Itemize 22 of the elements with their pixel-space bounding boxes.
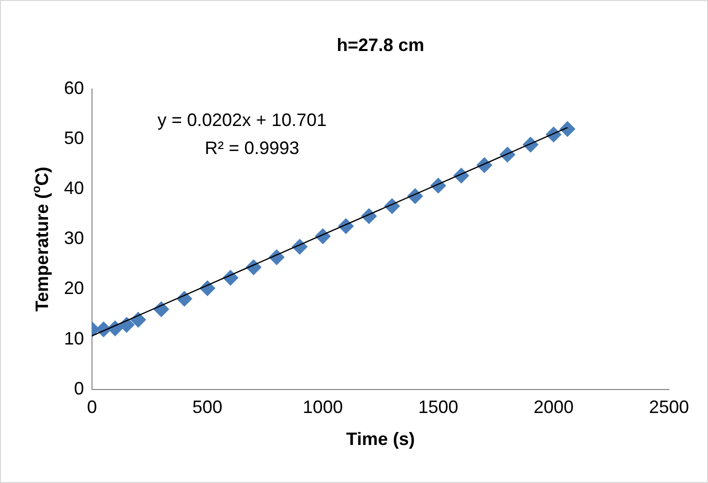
x-tick-label: 1000 (302, 397, 343, 418)
x-axis-title: Time (s) (346, 428, 415, 449)
annotation: y = 0.0202x + 10.701 (157, 110, 327, 130)
point (118, 316, 135, 333)
x-tick-label: 1500 (418, 397, 458, 418)
point (130, 312, 146, 328)
point (153, 301, 170, 318)
x-tick-label: 500 (192, 397, 222, 418)
y-tick-label: 50 (64, 128, 84, 148)
chart-title: h=27.8 cm (336, 34, 424, 55)
y-tick-label: 10 (64, 328, 84, 348)
y-tick-label: 20 (64, 278, 84, 298)
annotation: R² = 0.9993 (204, 138, 300, 158)
y-tick-label: 40 (64, 178, 84, 198)
y-axis-title: Temperature (oC) (30, 166, 52, 312)
y-tick-label: 30 (64, 228, 84, 248)
y-tick-label: 0 (74, 378, 84, 398)
x-tick-label: 2000 (534, 397, 574, 418)
point (559, 121, 576, 138)
x-tick-label: 2500 (648, 397, 690, 418)
y-tick-label: 60 (64, 78, 84, 98)
x-tick-label: 0 (87, 397, 98, 418)
